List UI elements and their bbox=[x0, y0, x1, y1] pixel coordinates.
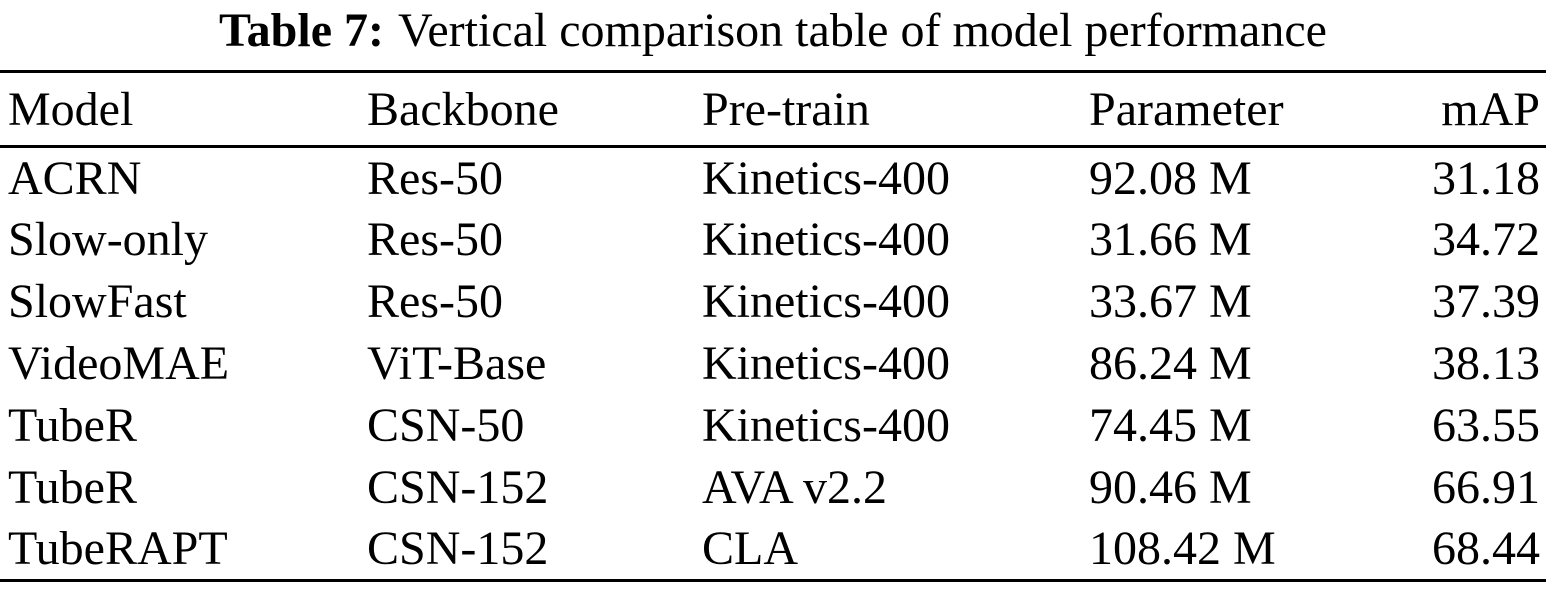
cell-map: 66.91 bbox=[1432, 461, 1540, 514]
cell-backbone: Res-50 bbox=[367, 275, 503, 328]
cell-map: 37.39 bbox=[1432, 275, 1540, 328]
column-header-parameter: Parameter bbox=[1089, 71, 1379, 148]
cell-map: 31.18 bbox=[1432, 151, 1540, 205]
table-row: Slow-only Res-50 Kinetics-400 31.66 M 34… bbox=[0, 209, 1546, 271]
cell-model: ACRN bbox=[8, 151, 142, 205]
cell-map: 63.55 bbox=[1432, 399, 1540, 452]
table-caption-label: Table 7: bbox=[219, 4, 384, 57]
column-header-model: Model bbox=[0, 71, 367, 148]
cell-backbone: CSN-50 bbox=[367, 399, 525, 452]
cell-parameter: 92.08 M bbox=[1089, 151, 1252, 205]
column-header-map: mAP bbox=[1379, 71, 1546, 148]
cell-map: 68.44 bbox=[1432, 522, 1540, 576]
cell-parameter: 108.42 M bbox=[1089, 522, 1276, 576]
table-row: ACRN Res-50 Kinetics-400 92.08 M 31.18 bbox=[0, 147, 1546, 209]
column-header-pretrain: Pre-train bbox=[702, 71, 1089, 148]
table-row: SlowFast Res-50 Kinetics-400 33.67 M 37.… bbox=[0, 271, 1546, 333]
cell-backbone: ViT-Base bbox=[367, 337, 547, 390]
model-performance-table: Model Backbone Pre-train Parameter mAP A… bbox=[0, 70, 1546, 582]
cell-backbone: Res-50 bbox=[367, 151, 503, 205]
cell-parameter: 90.46 M bbox=[1089, 461, 1252, 514]
cell-parameter: 74.45 M bbox=[1089, 399, 1252, 452]
cell-parameter: 31.66 M bbox=[1089, 213, 1252, 266]
cell-pretrain: AVA v2.2 bbox=[702, 461, 887, 514]
cell-pretrain: Kinetics-400 bbox=[702, 151, 950, 205]
cell-parameter: 33.67 M bbox=[1089, 275, 1252, 328]
cell-map: 34.72 bbox=[1432, 213, 1540, 266]
cell-map: 38.13 bbox=[1432, 337, 1540, 390]
cell-pretrain: Kinetics-400 bbox=[702, 337, 950, 390]
table-row: VideoMAE ViT-Base Kinetics-400 86.24 M 3… bbox=[0, 333, 1546, 395]
column-header-backbone: Backbone bbox=[367, 71, 702, 148]
table-row: TubeR CSN-152 AVA v2.2 90.46 M 66.91 bbox=[0, 457, 1546, 519]
header-row: Model Backbone Pre-train Parameter mAP bbox=[0, 71, 1546, 148]
cell-backbone: Res-50 bbox=[367, 213, 503, 266]
cell-backbone: CSN-152 bbox=[367, 461, 549, 514]
table-row: TubeRAPT CSN-152 CLA 108.42 M 68.44 bbox=[0, 519, 1546, 581]
table-caption: Table 7: Vertical comparison table of mod… bbox=[0, 0, 1546, 70]
cell-parameter: 86.24 M bbox=[1089, 337, 1252, 390]
cell-pretrain: Kinetics-400 bbox=[702, 275, 950, 328]
cell-model: TubeR bbox=[8, 399, 137, 452]
cell-pretrain: CLA bbox=[702, 522, 798, 576]
cell-model: TubeR bbox=[8, 461, 137, 514]
cell-pretrain: Kinetics-400 bbox=[702, 213, 950, 266]
cell-model: Slow-only bbox=[8, 213, 209, 266]
cell-model: VideoMAE bbox=[8, 337, 230, 390]
cell-backbone: CSN-152 bbox=[367, 522, 549, 576]
cell-model: TubeRAPT bbox=[8, 522, 228, 576]
cell-model: SlowFast bbox=[8, 275, 187, 328]
table-caption-text: Vertical comparison table of model perfo… bbox=[397, 4, 1327, 57]
table-row: TubeR CSN-50 Kinetics-400 74.45 M 63.55 bbox=[0, 395, 1546, 457]
cell-pretrain: Kinetics-400 bbox=[702, 399, 950, 452]
